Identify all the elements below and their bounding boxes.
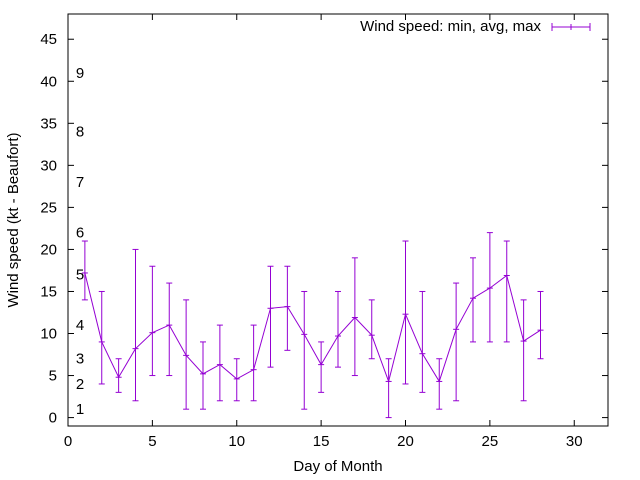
beaufort-label: 2 xyxy=(76,376,84,393)
x-axis-label: Day of Month xyxy=(293,458,382,475)
y-tick-label: 0 xyxy=(49,410,57,427)
y-tick-label: 35 xyxy=(40,115,57,132)
beaufort-label: 6 xyxy=(76,225,84,242)
y-tick-label: 25 xyxy=(40,199,57,216)
x-axis: 0 5 10 15 20 25 30 xyxy=(64,14,583,450)
y-tick-label: 15 xyxy=(40,283,57,300)
series-wind-speed xyxy=(81,232,544,419)
beaufort-label: 9 xyxy=(76,65,84,82)
x-tick-label: 0 xyxy=(64,433,72,450)
beaufort-label: 1 xyxy=(76,401,84,418)
legend-label: Wind speed: min, avg, max xyxy=(360,18,541,35)
plot-frame xyxy=(67,13,609,427)
y-axis-label: Wind speed (kt - Beaufort) xyxy=(5,132,22,307)
beaufort-label: 7 xyxy=(76,174,84,191)
x-tick-label: 15 xyxy=(313,433,330,450)
x-tick-label: 20 xyxy=(397,433,414,450)
beaufort-label: 3 xyxy=(76,351,84,368)
beaufort-annotations: 1 2 3 4 5 6 7 8 9 xyxy=(76,65,84,418)
series-line xyxy=(84,272,541,384)
x-tick-label: 25 xyxy=(482,433,499,450)
beaufort-label: 4 xyxy=(76,317,84,334)
beaufort-label: 5 xyxy=(76,267,84,284)
y-tick-label: 10 xyxy=(40,326,57,343)
y-tick-label: 5 xyxy=(49,368,57,385)
x-tick-label: 10 xyxy=(228,433,245,450)
y-tick-label: 20 xyxy=(40,241,57,258)
legend: Wind speed: min, avg, max xyxy=(360,18,591,35)
x-tick-label: 5 xyxy=(148,433,156,450)
x-tick-label: 30 xyxy=(566,433,583,450)
y-tick-label: 40 xyxy=(40,73,57,90)
y-tick-label: 45 xyxy=(40,31,57,48)
beaufort-label: 8 xyxy=(76,124,84,141)
y-tick-label: 30 xyxy=(40,157,57,174)
